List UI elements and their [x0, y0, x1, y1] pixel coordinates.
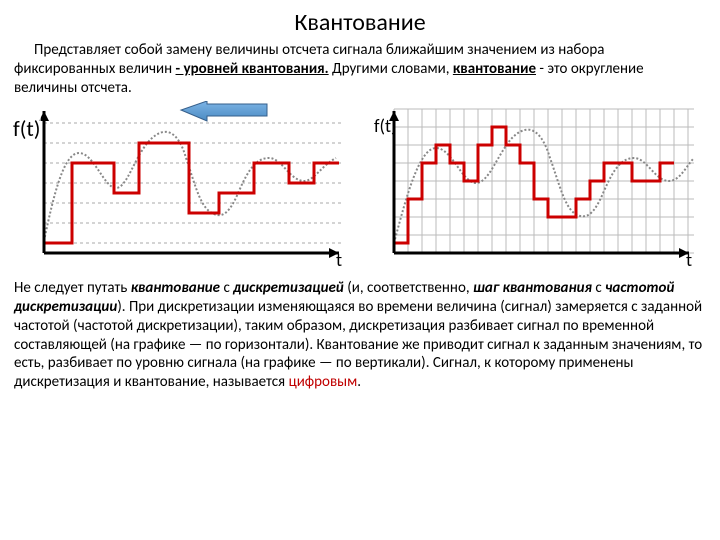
o-shag: шаг квантования: [473, 279, 592, 297]
o2: с: [220, 279, 233, 297]
o-digital: цифровым: [289, 373, 358, 391]
chart-right-svg: [364, 103, 694, 273]
chart-right: f(t) t: [364, 103, 694, 273]
outro-paragraph: Не следует путать квантование с дискрети…: [14, 279, 706, 392]
o4: с: [592, 279, 605, 297]
axis-label-ft-left: f(t): [12, 115, 41, 142]
axis-label-t-left: t: [336, 249, 342, 271]
intro-paragraph: Представляет собой замену величины отсче…: [14, 41, 706, 97]
o3: (и, соответственно,: [344, 279, 473, 297]
axis-label-ft-right: f(t): [374, 115, 396, 137]
o1: Не следует путать: [14, 279, 131, 297]
axis-label-t-right: t: [686, 249, 692, 271]
intro-quant: квантование: [453, 60, 536, 78]
page-title: Квантование: [14, 8, 706, 37]
intro-t2: Другими словами,: [329, 60, 453, 78]
chart-left-svg: [14, 103, 344, 273]
charts-row: f(t) t f(t) t: [14, 103, 706, 273]
o-disc: дискретизацией: [233, 279, 344, 297]
o-kv: квантование: [131, 279, 220, 297]
chart-left: f(t) t: [14, 103, 344, 273]
intro-levels: - уровней квантования.: [176, 60, 329, 78]
o-dot: .: [357, 373, 361, 391]
